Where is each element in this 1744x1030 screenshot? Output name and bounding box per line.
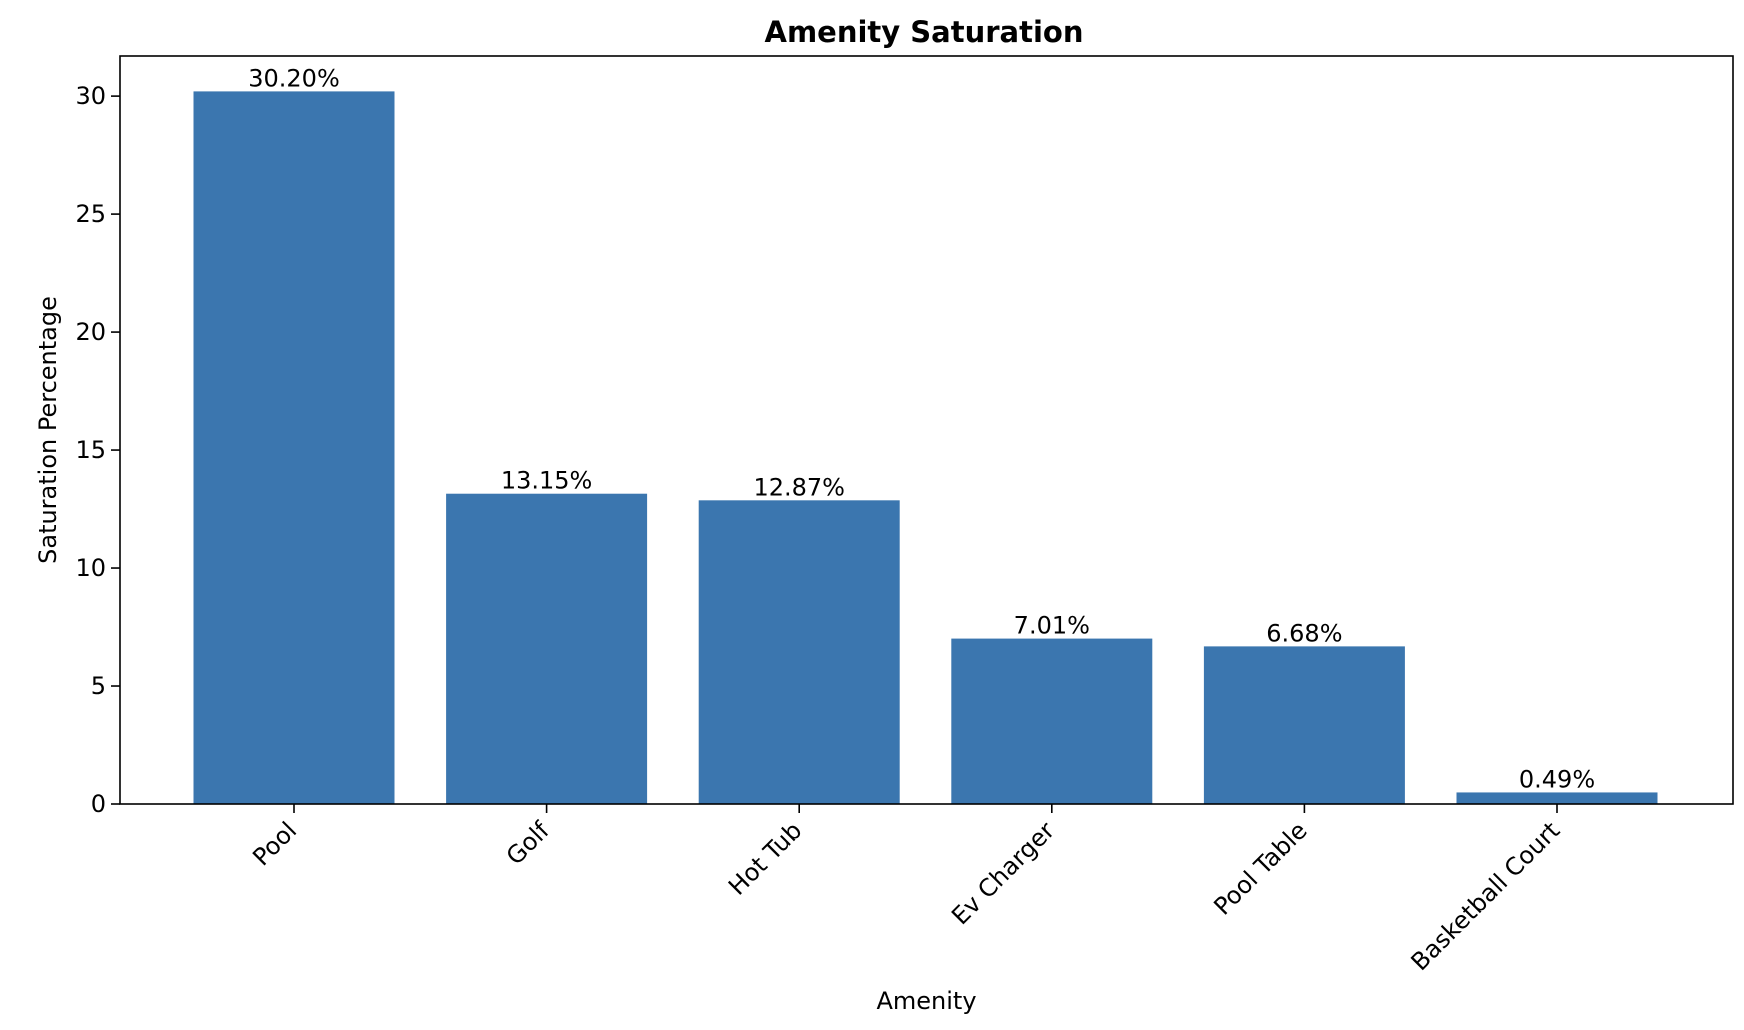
y-tick-label: 20: [75, 318, 106, 346]
data-label: 6.68%: [1266, 619, 1342, 647]
bar: [1203, 646, 1405, 804]
bar: [951, 638, 1153, 804]
y-tick-label: 25: [75, 200, 106, 228]
data-label: 12.87%: [753, 473, 845, 501]
y-tick-label: 30: [75, 82, 106, 110]
y-tick-label: 15: [75, 436, 106, 464]
data-label: 7.01%: [1014, 612, 1090, 640]
bar: [698, 500, 900, 804]
bar: [193, 91, 395, 804]
data-labels-layer: 30.20% 13.15% 12.87% 7.01% 6.68% 0.49%: [248, 64, 1595, 793]
x-axis-label: Amenity: [876, 987, 976, 1015]
data-label: 0.49%: [1519, 765, 1595, 793]
plot-frame: [119, 55, 1734, 805]
y-axis-label: Saturation Percentage: [34, 296, 62, 564]
y-tick-label: 0: [91, 790, 106, 818]
bar: [1456, 792, 1658, 804]
y-axis: 0 5 10 15 20 25 30: [75, 82, 120, 818]
data-label: 30.20%: [248, 64, 340, 92]
y-tick-label: 5: [91, 672, 106, 700]
chart-title: Amenity Saturation: [765, 15, 1084, 49]
data-label: 13.15%: [501, 467, 593, 495]
bars-layer: [193, 91, 1658, 804]
bar: [446, 493, 648, 804]
y-tick-label: 10: [75, 554, 106, 582]
